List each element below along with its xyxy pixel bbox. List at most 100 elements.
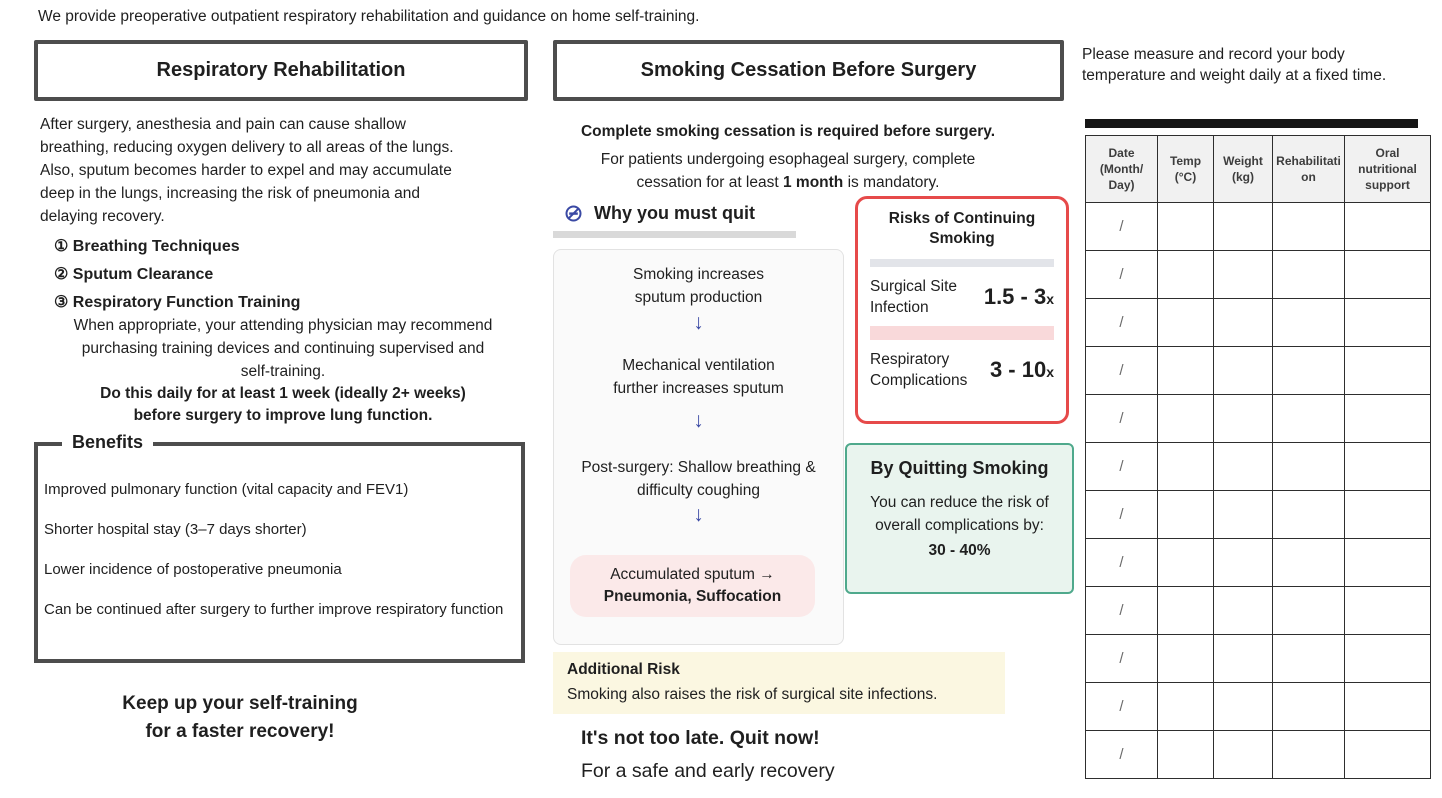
risk-row: Respiratory Complications 3 - 10x bbox=[858, 346, 1066, 391]
rehab-cell bbox=[1272, 538, 1345, 587]
left-section-title-box: Respiratory Rehabilitation bbox=[34, 40, 528, 101]
oral-cell bbox=[1344, 634, 1431, 683]
one-month-emphasis: 1 month bbox=[782, 174, 844, 191]
middle-section-title: Smoking Cessation Before Surgery bbox=[640, 59, 977, 81]
self-training-footer: Keep up your self-training for a faster … bbox=[34, 690, 446, 746]
oral-cell bbox=[1344, 682, 1431, 731]
risk-label: Surgical Site Infection bbox=[870, 278, 958, 316]
rehab-cell bbox=[1272, 394, 1345, 443]
additional-risk-title: Additional Risk bbox=[567, 661, 680, 678]
benefit-item: Improved pulmonary function (vital capac… bbox=[44, 481, 409, 498]
risk-value: 3 - 10x bbox=[989, 357, 1054, 382]
intro-sentence: We provide preoperative outpatient respi… bbox=[38, 8, 700, 25]
rehab-cell bbox=[1272, 346, 1345, 395]
emphasis-line: before surgery to improve lung function. bbox=[133, 407, 433, 424]
oral-cell bbox=[1344, 538, 1431, 587]
temp-cell bbox=[1157, 730, 1214, 779]
date-cell: / bbox=[1085, 250, 1158, 299]
down-arrow-icon: ↓ bbox=[693, 503, 704, 526]
middle-section-title-box: Smoking Cessation Before Surgery bbox=[553, 40, 1064, 101]
weight-cell bbox=[1213, 346, 1273, 395]
weight-cell bbox=[1213, 298, 1273, 347]
temp-cell bbox=[1157, 250, 1214, 299]
flow-step: Post-surgery: Shallow breathing & diffic… bbox=[581, 459, 816, 499]
table-row: / bbox=[1085, 490, 1431, 539]
table-row: / bbox=[1085, 202, 1431, 251]
table-row: / bbox=[1085, 634, 1431, 683]
weight-cell bbox=[1213, 730, 1273, 779]
header-rehabilitation: Rehabilitation bbox=[1272, 135, 1345, 203]
why-quit-title: Why you must quit bbox=[594, 203, 755, 223]
risk-row: Surgical Site Infection 1.5 - 3x bbox=[858, 273, 1066, 318]
weight-cell bbox=[1213, 682, 1273, 731]
date-cell: / bbox=[1085, 538, 1158, 587]
note-line: purchasing training devices and continui… bbox=[81, 340, 485, 357]
table-header-row: Date (Month/ Day) Temp (°C) Weight (kg) … bbox=[1085, 135, 1431, 203]
header-oral-support: Oral nutritional support bbox=[1344, 135, 1431, 203]
oral-cell bbox=[1344, 730, 1431, 779]
date-cell: / bbox=[1085, 634, 1158, 683]
oral-cell bbox=[1344, 490, 1431, 539]
quit-now-message: It's not too late. Quit now! bbox=[581, 727, 820, 749]
rehab-cell bbox=[1272, 202, 1345, 251]
table-row: / bbox=[1085, 538, 1431, 587]
rehab-cell bbox=[1272, 442, 1345, 491]
flow-step: Mechanical ventilation further increases… bbox=[613, 357, 784, 397]
continuing-smoking-risks-box: Risks of Continuing Smoking Surgical Sit… bbox=[855, 196, 1069, 424]
note-line: When appropriate, your attending physici… bbox=[73, 317, 493, 334]
temp-cell bbox=[1157, 682, 1214, 731]
divider-bar bbox=[870, 259, 1054, 267]
weight-cell bbox=[1213, 202, 1273, 251]
risk-label: Respiratory Complications bbox=[870, 351, 968, 389]
why-quit-header: Why you must quit bbox=[565, 203, 755, 224]
benefit-item: Can be continued after surgery to furthe… bbox=[44, 601, 504, 618]
additional-risk-text: Smoking also raises the risk of surgical… bbox=[567, 686, 938, 703]
temp-cell bbox=[1157, 346, 1214, 395]
oral-cell bbox=[1344, 250, 1431, 299]
table-top-bar bbox=[1085, 119, 1418, 128]
date-cell: / bbox=[1085, 682, 1158, 731]
benefits-list: Improved pulmonary function (vital capac… bbox=[38, 446, 521, 621]
risks-box-title: Risks of Continuing Smoking bbox=[888, 210, 1036, 247]
date-cell: / bbox=[1085, 730, 1158, 779]
down-arrow-icon: ↓ bbox=[693, 409, 704, 432]
smoking-risk-flowchart: Smoking increases sputum production ↓ Me… bbox=[553, 249, 844, 645]
flow-step: Smoking increases sputum production bbox=[633, 266, 764, 306]
rehab-cell bbox=[1272, 250, 1345, 299]
quit-box-text: You can reduce the risk of overall compl… bbox=[870, 494, 1049, 534]
table-row: / bbox=[1085, 730, 1431, 779]
rehab-cell bbox=[1272, 586, 1345, 635]
temp-cell bbox=[1157, 634, 1214, 683]
rehab-cell bbox=[1272, 298, 1345, 347]
physician-note: When appropriate, your attending physici… bbox=[28, 314, 538, 383]
down-arrow-icon: ↓ bbox=[693, 311, 704, 334]
rehab-cell bbox=[1272, 634, 1345, 683]
header-temp: Temp (°C) bbox=[1157, 135, 1214, 203]
paragraph-line: After surgery, anesthesia and pain can c… bbox=[40, 116, 406, 133]
paragraph-line: Also, sputum becomes harder to expel and… bbox=[40, 162, 452, 179]
lead-line: cessation for at least 1 month is mandat… bbox=[636, 174, 940, 191]
additional-risk-box: Additional Risk Smoking also raises the … bbox=[553, 652, 1005, 714]
weight-cell bbox=[1213, 538, 1273, 587]
paragraph-line: deep in the lungs, increasing the risk o… bbox=[40, 185, 420, 202]
header-weight: Weight (kg) bbox=[1213, 135, 1273, 203]
benefit-item: Shorter hospital stay (3–7 days shorter) bbox=[44, 521, 307, 538]
divider-bar bbox=[870, 326, 1054, 340]
weight-cell bbox=[1213, 442, 1273, 491]
temp-cell bbox=[1157, 442, 1214, 491]
recovery-message: For a safe and early recovery bbox=[581, 760, 835, 782]
oral-cell bbox=[1344, 346, 1431, 395]
temp-cell bbox=[1157, 538, 1214, 587]
temp-cell bbox=[1157, 394, 1214, 443]
record-table: Date (Month/ Day) Temp (°C) Weight (kg) … bbox=[1085, 135, 1431, 779]
table-row: / bbox=[1085, 394, 1431, 443]
training-list: ① Breathing Techniques ② Sputum Clearanc… bbox=[54, 233, 300, 317]
date-cell: / bbox=[1085, 346, 1158, 395]
quit-box-title: By Quitting Smoking bbox=[870, 458, 1049, 478]
oral-cell bbox=[1344, 394, 1431, 443]
weight-cell bbox=[1213, 586, 1273, 635]
temp-cell bbox=[1157, 202, 1214, 251]
footer-line: Keep up your self-training bbox=[122, 693, 358, 714]
list-item: ① Breathing Techniques bbox=[54, 238, 240, 255]
